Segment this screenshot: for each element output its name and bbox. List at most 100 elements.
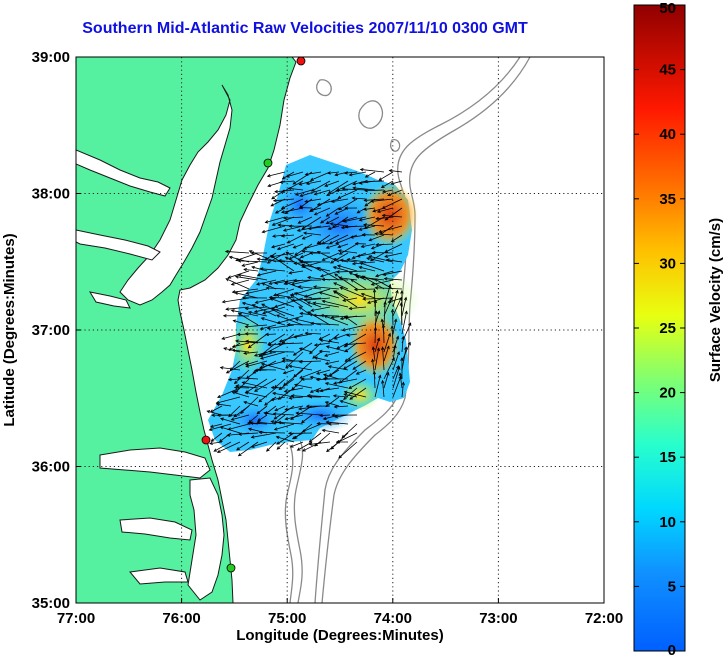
velocity-vector-head bbox=[271, 222, 276, 226]
velocity-vector bbox=[352, 261, 376, 265]
velocity-vector-head bbox=[292, 352, 297, 356]
velocity-vector-head bbox=[378, 229, 382, 234]
velocity-vector-head bbox=[303, 294, 308, 298]
velocity-vector bbox=[279, 333, 304, 342]
velocity-vector-head bbox=[277, 396, 282, 400]
velocity-vector-head bbox=[407, 341, 411, 346]
velocity-vector bbox=[341, 423, 358, 439]
velocity-vector bbox=[265, 216, 286, 223]
velocity-vector bbox=[234, 387, 250, 389]
velocity-vector bbox=[267, 171, 286, 177]
velocity-vector bbox=[236, 441, 250, 451]
velocity-vector-head bbox=[364, 174, 369, 178]
velocity-vector bbox=[331, 198, 349, 203]
velocity-vector bbox=[345, 316, 358, 326]
velocity-vector-head bbox=[374, 232, 379, 236]
velocity-vector-head bbox=[266, 260, 271, 264]
velocity-vector-head bbox=[270, 307, 275, 311]
velocity-vector bbox=[302, 234, 313, 240]
velocity-vector-head bbox=[381, 213, 386, 218]
velocity-vector bbox=[345, 225, 367, 228]
velocity-vector-head bbox=[286, 322, 291, 327]
velocity-vector-head bbox=[256, 420, 261, 425]
velocity-vector-head bbox=[344, 358, 349, 363]
velocity-vector bbox=[271, 243, 286, 248]
velocity-vector-head bbox=[395, 289, 399, 294]
velocity-vector-head bbox=[320, 274, 324, 278]
velocity-vector bbox=[261, 363, 286, 371]
velocity-vector-head bbox=[281, 357, 286, 361]
velocity-vector-head bbox=[371, 250, 376, 255]
velocity-vector bbox=[328, 225, 340, 230]
velocity-vector-head bbox=[209, 441, 213, 445]
velocity-vector bbox=[345, 351, 358, 362]
velocity-vector-head bbox=[349, 396, 354, 400]
velocity-vector bbox=[245, 360, 259, 366]
velocity-vector bbox=[378, 225, 403, 233]
velocity-vector bbox=[387, 189, 403, 196]
velocity-vector bbox=[382, 214, 403, 218]
velocity-vector-head bbox=[398, 372, 403, 377]
velocity-vector bbox=[352, 252, 367, 259]
velocity-vector bbox=[248, 333, 268, 349]
velocity-vector-head bbox=[343, 171, 348, 175]
velocity-vector-head bbox=[309, 208, 314, 212]
velocity-vector bbox=[365, 189, 385, 192]
velocity-vector bbox=[401, 322, 412, 344]
velocity-vector-head bbox=[319, 388, 324, 393]
velocity-vector bbox=[389, 170, 403, 173]
velocity-vector-head bbox=[341, 187, 346, 191]
velocity-vector bbox=[392, 351, 400, 371]
velocity-vector-head bbox=[273, 427, 278, 431]
velocity-vector-head bbox=[272, 198, 277, 203]
y-tick-label: 37:00 bbox=[32, 322, 70, 339]
x-axis: 77:00 76:00 75:00 74:00 73:00 72:00 bbox=[57, 598, 623, 627]
velocity-vector-head bbox=[334, 172, 339, 177]
velocity-vector bbox=[370, 198, 394, 202]
velocity-vector-head bbox=[319, 338, 324, 343]
velocity-vector bbox=[348, 351, 367, 362]
velocity-vector bbox=[359, 216, 376, 221]
velocity-vector-head bbox=[332, 290, 337, 294]
velocity-vector-head bbox=[251, 265, 255, 270]
velocity-vector-head bbox=[241, 263, 246, 267]
x-tick-label: 72:00 bbox=[585, 610, 623, 627]
velocity-vector bbox=[246, 369, 259, 379]
velocity-vector bbox=[311, 306, 331, 312]
velocity-vector bbox=[251, 432, 277, 438]
velocity-vector-head bbox=[343, 390, 348, 394]
velocity-vector bbox=[322, 429, 340, 434]
velocity-vector-head bbox=[254, 388, 258, 392]
velocity-vector-head bbox=[355, 275, 360, 279]
velocity-vector bbox=[330, 223, 349, 227]
colorbar-axis: 0 5 10 15 20 25 30 35 40 45 50 bbox=[634, 0, 685, 659]
velocity-vector-head bbox=[244, 306, 249, 311]
velocity-vector bbox=[317, 234, 331, 245]
velocity-vector-head bbox=[288, 364, 293, 369]
velocity-vector bbox=[310, 171, 331, 181]
velocity-vector bbox=[225, 251, 250, 254]
velocity-vector bbox=[314, 342, 331, 346]
velocity-vector-head bbox=[358, 181, 363, 185]
velocity-vector-head bbox=[246, 421, 251, 426]
velocity-vector bbox=[220, 418, 241, 425]
velocity-vector bbox=[221, 333, 241, 340]
velocity-vector-head bbox=[210, 438, 215, 442]
velocity-vector bbox=[383, 301, 386, 326]
velocity-vector bbox=[334, 405, 349, 408]
velocity-vector-head bbox=[288, 396, 293, 400]
velocity-vector-head bbox=[327, 171, 331, 175]
velocity-vector-head bbox=[321, 299, 326, 304]
velocity-vector-head bbox=[279, 180, 284, 184]
velocity-vector-head bbox=[274, 210, 279, 214]
velocity-vector-head bbox=[274, 281, 279, 285]
velocity-vector bbox=[309, 432, 322, 443]
velocity-vector bbox=[340, 287, 367, 299]
velocity-vector-head bbox=[237, 312, 242, 317]
velocity-vector bbox=[238, 441, 259, 457]
velocity-vector-head bbox=[282, 371, 287, 375]
map-title: Southern Mid-Atlantic Raw Velocities 200… bbox=[82, 20, 528, 37]
velocity-vector-head bbox=[223, 347, 227, 351]
velocity-vector bbox=[382, 198, 403, 209]
velocity-vector bbox=[324, 315, 349, 326]
